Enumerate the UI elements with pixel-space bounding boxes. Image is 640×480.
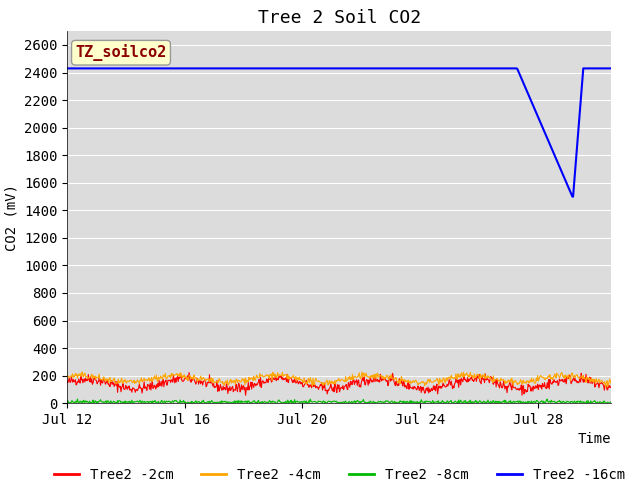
Legend: Tree2 -2cm, Tree2 -4cm, Tree2 -8cm, Tree2 -16cm: Tree2 -2cm, Tree2 -4cm, Tree2 -8cm, Tree…	[48, 462, 630, 480]
Y-axis label: CO2 (mV): CO2 (mV)	[4, 184, 19, 251]
X-axis label: Time: Time	[578, 432, 611, 446]
Title: Tree 2 Soil CO2: Tree 2 Soil CO2	[258, 9, 420, 27]
Text: TZ_soilco2: TZ_soilco2	[76, 44, 166, 61]
